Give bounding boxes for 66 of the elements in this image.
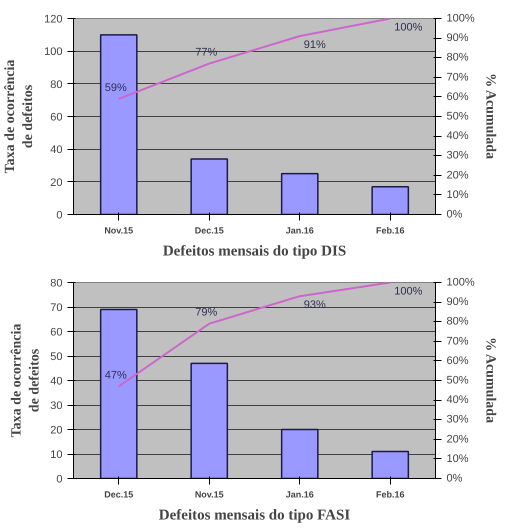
bar bbox=[280, 428, 319, 478]
y-tick-label: 20 bbox=[50, 424, 63, 436]
bar bbox=[371, 450, 410, 478]
x-tick-label: Dec.15 bbox=[104, 490, 134, 500]
y2-tick-label: 20% bbox=[446, 433, 469, 446]
y-tick-label: 0 bbox=[56, 210, 63, 222]
bar bbox=[100, 34, 138, 214]
bar bbox=[371, 186, 410, 214]
y-tick-label: 20 bbox=[50, 176, 63, 189]
x-tick-label: Jan.16 bbox=[286, 226, 314, 236]
y-tick-label: 60 bbox=[50, 112, 63, 124]
y-tick-label: 10 bbox=[50, 449, 63, 461]
y2-tick-label: 60% bbox=[446, 90, 469, 103]
y-tick-label: 120 bbox=[44, 14, 63, 26]
x-tick-label: Feb.16 bbox=[376, 226, 405, 236]
y-axis-title: Taxa de ocorrência de defeitos bbox=[3, 60, 36, 174]
y-tick-label: 70 bbox=[50, 302, 63, 314]
y-axis-title: Taxa de ocorrência de defeitos bbox=[9, 324, 42, 438]
y2-tick-label: 60% bbox=[446, 354, 469, 367]
y2-tick-label: 0% bbox=[446, 472, 463, 484]
y2-tick-label: 50% bbox=[446, 374, 469, 386]
y2-tick-label: 20% bbox=[446, 169, 469, 182]
y2-tick-label: 100% bbox=[446, 12, 475, 24]
y-tick-label: 50 bbox=[50, 351, 63, 363]
y-tick-label: 80 bbox=[50, 278, 63, 290]
data-label: 47% bbox=[104, 369, 127, 382]
y2-tick-label: 80% bbox=[446, 52, 469, 64]
x-tick-label: Dec.15 bbox=[194, 226, 224, 236]
y2-tick-label: 90% bbox=[446, 296, 469, 308]
data-label: 91% bbox=[304, 39, 326, 52]
y2-tick-label: 90% bbox=[446, 32, 469, 44]
y-tick-label: 30 bbox=[50, 400, 63, 412]
x-axis-title: Defeitos mensais do tipo FASI bbox=[158, 508, 350, 524]
y-tick-label: 40 bbox=[50, 376, 63, 388]
x-tick-label: Feb.16 bbox=[376, 490, 405, 500]
y2-tick-label: 40% bbox=[446, 130, 469, 142]
y2-tick-label: 70% bbox=[446, 335, 469, 348]
y2-tick-label: 30% bbox=[446, 150, 469, 162]
y2-tick-label: 80% bbox=[446, 316, 469, 328]
y-tick-label: 100 bbox=[44, 46, 63, 58]
x-tick-label: Jan.16 bbox=[286, 490, 314, 500]
y2-tick-label: 50% bbox=[446, 110, 469, 122]
data-label: 79% bbox=[195, 306, 218, 319]
bar bbox=[100, 308, 138, 478]
x-axis-title: Defeitos mensais do tipo DIS bbox=[162, 244, 346, 260]
data-label: 59% bbox=[104, 82, 127, 94]
y-tick-label: 60 bbox=[50, 326, 63, 338]
data-label: 100% bbox=[394, 286, 423, 298]
y2-tick-label: 30% bbox=[446, 414, 469, 426]
y2-tick-label: 10% bbox=[446, 452, 469, 465]
bar bbox=[190, 158, 228, 214]
y2-tick-label: 0% bbox=[446, 208, 463, 220]
y-tick-label: 0 bbox=[56, 474, 63, 486]
x-tick-label: Nov.15 bbox=[104, 226, 134, 236]
x-tick-label: Nov.15 bbox=[194, 490, 224, 500]
y2-tick-label: 40% bbox=[446, 394, 469, 406]
y2-tick-label: 10% bbox=[446, 188, 469, 201]
y2-axis-title: % Acumulada bbox=[482, 73, 498, 160]
y-tick-label: 80 bbox=[50, 78, 63, 91]
y2-tick-label: 100% bbox=[446, 276, 475, 288]
y-tick-label: 40 bbox=[50, 144, 63, 156]
y2-axis-title: % Acumulada bbox=[482, 337, 498, 424]
bar bbox=[280, 172, 319, 214]
data-label: 100% bbox=[394, 22, 423, 34]
bar bbox=[190, 362, 228, 478]
y2-tick-label: 70% bbox=[446, 71, 469, 84]
